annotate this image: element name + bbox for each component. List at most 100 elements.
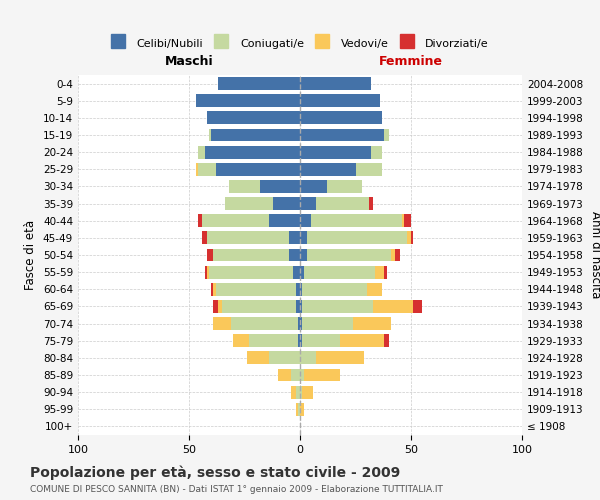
Bar <box>316 197 369 210</box>
Bar <box>300 266 304 278</box>
Bar <box>247 352 269 364</box>
Bar <box>300 300 302 313</box>
Bar <box>233 334 249 347</box>
Bar <box>269 214 300 227</box>
Bar <box>302 386 313 398</box>
Bar <box>302 300 373 313</box>
Bar <box>211 128 300 141</box>
Text: Popolazione per età, sesso e stato civile - 2009: Popolazione per età, sesso e stato civil… <box>30 465 400 479</box>
Bar <box>304 266 376 278</box>
Bar <box>291 368 300 382</box>
Bar <box>224 197 274 210</box>
Bar <box>300 317 302 330</box>
Bar <box>302 283 367 296</box>
Bar <box>407 232 411 244</box>
Bar <box>369 197 373 210</box>
Bar <box>291 386 296 398</box>
Bar <box>214 300 218 313</box>
Bar <box>196 94 300 107</box>
Legend: Celibi/Nubili, Coniugati/e, Vedovi/e, Divorziati/e: Celibi/Nubili, Coniugati/e, Vedovi/e, Di… <box>107 34 493 54</box>
Bar <box>202 232 207 244</box>
Bar <box>304 368 340 382</box>
Bar <box>205 266 207 278</box>
Bar <box>300 77 371 90</box>
Bar <box>300 197 316 210</box>
Bar <box>214 317 231 330</box>
Bar <box>373 300 413 313</box>
Bar <box>300 180 326 193</box>
Bar <box>385 334 389 347</box>
Bar <box>214 248 289 262</box>
Bar <box>340 334 385 347</box>
Bar <box>269 352 300 364</box>
Bar <box>296 300 300 313</box>
Y-axis label: Anni di nascita: Anni di nascita <box>589 212 600 298</box>
Bar <box>198 163 215 175</box>
Bar <box>289 248 300 262</box>
Bar <box>371 146 382 158</box>
Bar <box>302 334 340 347</box>
Bar <box>223 300 296 313</box>
Bar <box>202 214 269 227</box>
Bar <box>296 403 298 415</box>
Bar <box>300 128 385 141</box>
Bar <box>300 146 371 158</box>
Bar <box>300 112 382 124</box>
Text: Maschi: Maschi <box>164 55 214 68</box>
Bar <box>385 128 389 141</box>
Bar <box>209 266 293 278</box>
Bar <box>300 248 307 262</box>
Bar <box>260 180 300 193</box>
Bar <box>229 180 260 193</box>
Bar <box>326 180 362 193</box>
Bar <box>353 317 391 330</box>
Bar <box>205 146 300 158</box>
Bar <box>376 266 385 278</box>
Bar <box>402 214 404 227</box>
Bar <box>296 386 300 398</box>
Bar <box>311 214 402 227</box>
Bar <box>249 334 298 347</box>
Bar <box>218 77 300 90</box>
Bar <box>207 266 209 278</box>
Bar <box>300 386 302 398</box>
Bar <box>300 403 304 415</box>
Bar <box>300 232 307 244</box>
Bar <box>274 197 300 210</box>
Bar <box>385 266 386 278</box>
Bar <box>214 283 215 296</box>
Bar <box>300 334 302 347</box>
Bar <box>196 163 198 175</box>
Bar <box>300 368 304 382</box>
Bar <box>207 112 300 124</box>
Bar <box>215 163 300 175</box>
Bar <box>395 248 400 262</box>
Bar <box>355 163 382 175</box>
Bar <box>296 283 300 296</box>
Bar <box>391 248 395 262</box>
Bar <box>198 214 202 227</box>
Bar <box>298 403 300 415</box>
Text: COMUNE DI PESCO SANNITA (BN) - Dati ISTAT 1° gennaio 2009 - Elaborazione TUTTITA: COMUNE DI PESCO SANNITA (BN) - Dati ISTA… <box>30 485 443 494</box>
Bar <box>298 334 300 347</box>
Bar <box>300 214 311 227</box>
Bar <box>300 283 302 296</box>
Bar <box>300 94 380 107</box>
Bar <box>209 128 211 141</box>
Bar <box>367 283 382 296</box>
Bar <box>293 266 300 278</box>
Bar <box>307 232 407 244</box>
Bar <box>211 283 214 296</box>
Bar <box>316 352 364 364</box>
Bar <box>278 368 291 382</box>
Bar <box>218 300 223 313</box>
Bar <box>298 317 300 330</box>
Y-axis label: Fasce di età: Fasce di età <box>25 220 37 290</box>
Bar <box>289 232 300 244</box>
Bar <box>215 283 296 296</box>
Bar <box>300 163 355 175</box>
Bar <box>198 146 205 158</box>
Bar <box>207 232 289 244</box>
Bar <box>307 248 391 262</box>
Bar <box>300 352 316 364</box>
